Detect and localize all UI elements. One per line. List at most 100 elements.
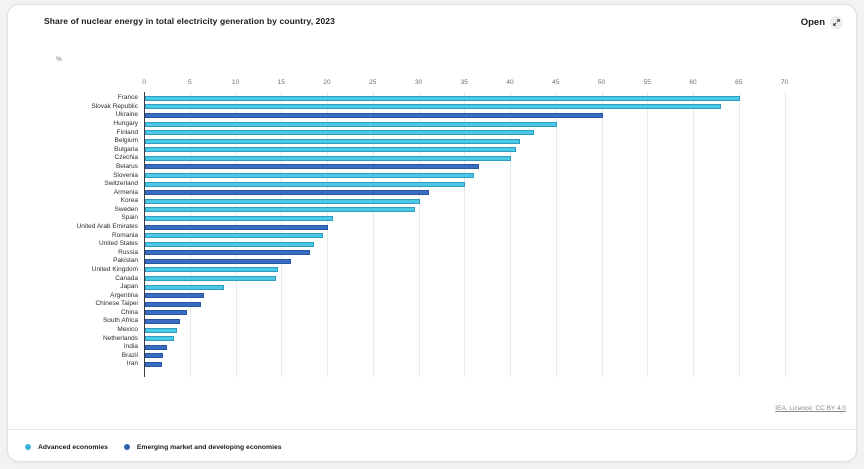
legend-item-advanced[interactable]: Advanced economies xyxy=(25,444,108,451)
x-axis-tick: 65 xyxy=(735,79,743,86)
expand-icon[interactable] xyxy=(830,15,843,29)
x-axis-tick: 5 xyxy=(187,79,192,86)
bar[interactable] xyxy=(145,138,521,144)
country-label: France xyxy=(117,94,138,102)
country-label: Netherlands xyxy=(102,334,138,342)
gridline xyxy=(327,92,328,377)
emerging-economies-dot-icon xyxy=(123,444,130,450)
country-label: Romania xyxy=(111,231,138,239)
chart-title: Share of nuclear energy in total electri… xyxy=(44,16,335,26)
bar[interactable] xyxy=(145,207,415,213)
bar[interactable] xyxy=(145,130,534,136)
bar[interactable] xyxy=(145,276,276,282)
legend-label-emerging: Emerging market and developing economies xyxy=(136,443,282,451)
country-label: Slovak Republic xyxy=(91,102,138,110)
bar[interactable] xyxy=(145,241,315,247)
country-label: United Arab Emirates xyxy=(76,223,138,231)
country-label: Bulgaria xyxy=(114,145,138,153)
gridline xyxy=(784,92,786,377)
x-axis-tick: 35 xyxy=(460,79,468,86)
country-label: China xyxy=(121,308,138,316)
country-label: Armenia xyxy=(113,188,138,196)
x-axis-tick: 20 xyxy=(323,79,331,86)
bar[interactable] xyxy=(145,121,557,127)
bar[interactable] xyxy=(145,361,163,367)
country-label: Switzerland xyxy=(104,180,138,188)
country-label: India xyxy=(123,343,138,351)
country-label: Belgium xyxy=(114,137,138,145)
x-axis-tick: 60 xyxy=(689,79,697,86)
bar[interactable] xyxy=(145,215,333,221)
country-label: Chinese Taipei xyxy=(95,300,138,308)
gridline xyxy=(372,92,374,377)
country-label: Sweden xyxy=(114,205,139,213)
legend-label-advanced: Advanced economies xyxy=(38,443,108,451)
gridline xyxy=(693,92,694,377)
x-axis-tick: 70 xyxy=(780,79,789,86)
bar[interactable] xyxy=(145,327,178,333)
x-axis-tick: 45 xyxy=(552,79,560,86)
gridline xyxy=(510,92,511,377)
x-axis-tick: 40 xyxy=(506,79,514,86)
country-label: Ukraine xyxy=(115,111,138,119)
bar[interactable] xyxy=(145,353,164,359)
country-label: Spain xyxy=(121,214,138,222)
country-label: Korea xyxy=(120,197,138,205)
bar[interactable] xyxy=(145,198,420,204)
bar[interactable] xyxy=(145,258,292,264)
legend: Advanced economies Emerging market and d… xyxy=(25,434,282,460)
country-label: Argentina xyxy=(110,291,138,299)
bar[interactable] xyxy=(145,155,511,161)
country-label: Belarus xyxy=(115,162,138,170)
bar[interactable] xyxy=(145,284,224,290)
y-axis-line xyxy=(144,92,145,377)
country-label: Iran xyxy=(126,360,138,368)
bar[interactable] xyxy=(145,173,475,179)
country-label: Mexico xyxy=(117,326,138,334)
country-label: Hungary xyxy=(113,120,138,128)
bar[interactable] xyxy=(145,233,324,239)
licence-link[interactable]: IEA. Licence: CC BY 4.0 xyxy=(775,405,846,412)
bar[interactable] xyxy=(145,147,516,153)
country-label: Finland xyxy=(116,128,138,136)
bar[interactable] xyxy=(145,310,188,316)
gridline xyxy=(418,92,420,377)
bar[interactable] xyxy=(145,181,466,187)
x-axis-tick: 30 xyxy=(414,79,423,86)
bar[interactable] xyxy=(145,336,175,342)
advanced-economies-dot-icon xyxy=(25,444,31,450)
gridline xyxy=(601,92,603,377)
x-axis-tick: 0 xyxy=(142,79,146,86)
bar[interactable] xyxy=(145,267,278,273)
bar[interactable] xyxy=(145,301,201,307)
country-label: South Africa xyxy=(102,317,138,325)
open-button-label: Open xyxy=(800,16,825,28)
country-label: Japan xyxy=(120,283,138,291)
bar[interactable] xyxy=(145,112,603,118)
gridline xyxy=(647,92,649,377)
x-axis-tick: 55 xyxy=(643,79,651,86)
open-button[interactable]: Open xyxy=(801,13,843,31)
bar[interactable] xyxy=(145,318,180,324)
country-label: Slovenia xyxy=(113,171,138,179)
chart-card: Share of nuclear energy in total electri… xyxy=(7,4,857,462)
x-axis-tick: 10 xyxy=(231,79,240,86)
bar[interactable] xyxy=(145,344,167,350)
country-label: Czechia xyxy=(114,154,138,162)
bar[interactable] xyxy=(145,190,429,196)
country-label: Brazil xyxy=(121,351,138,359)
bar[interactable] xyxy=(145,293,204,299)
x-axis-tick: 50 xyxy=(597,79,606,86)
country-label: United Kingdom xyxy=(91,265,138,273)
bar[interactable] xyxy=(145,95,740,101)
x-axis-tick: 15 xyxy=(277,79,285,86)
country-label: Canada xyxy=(115,274,138,282)
bar[interactable] xyxy=(145,104,722,110)
bar[interactable] xyxy=(145,164,479,170)
legend-divider xyxy=(8,429,856,430)
bar[interactable] xyxy=(145,250,310,256)
country-label: Russia xyxy=(118,248,138,256)
legend-item-emerging[interactable]: Emerging market and developing economies xyxy=(123,443,282,451)
bar[interactable] xyxy=(145,224,328,230)
country-label: Pakistan xyxy=(113,257,138,265)
